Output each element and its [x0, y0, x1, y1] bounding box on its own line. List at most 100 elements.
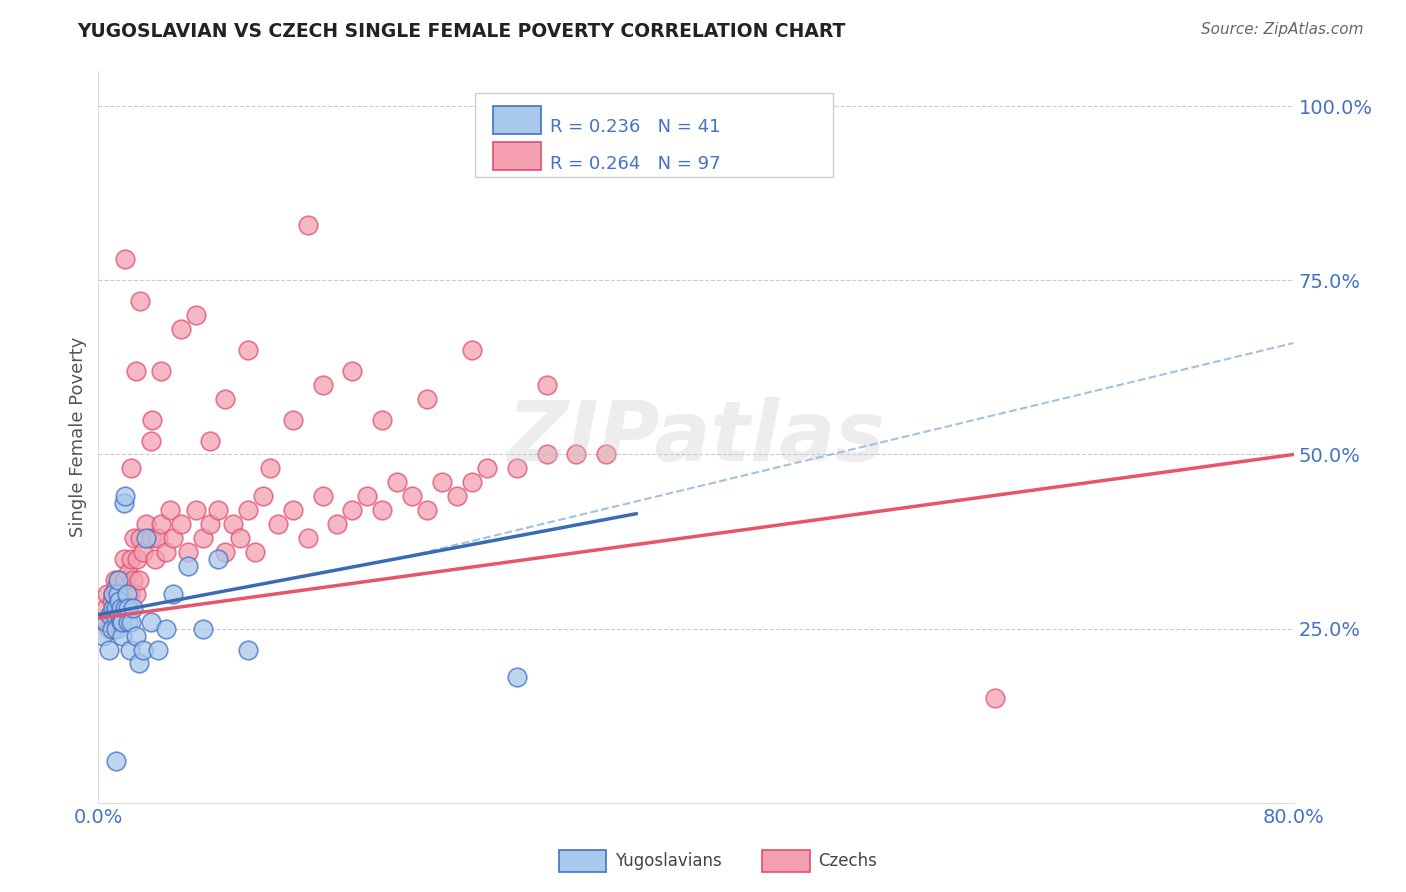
Point — [148, 642, 170, 657]
Point — [108, 594, 131, 608]
Point — [117, 566, 139, 580]
Point — [430, 475, 453, 490]
Point — [222, 517, 245, 532]
Point — [385, 475, 409, 490]
Point — [103, 587, 125, 601]
Point — [371, 503, 394, 517]
Point — [118, 642, 141, 657]
Point — [115, 587, 138, 601]
Point — [96, 587, 118, 601]
Point — [200, 517, 222, 532]
Point — [356, 489, 378, 503]
Point — [342, 364, 364, 378]
Point — [118, 587, 141, 601]
Point — [207, 503, 229, 517]
Point — [105, 600, 128, 615]
Point — [120, 461, 142, 475]
Text: YUGOSLAVIAN VS CZECH SINGLE FEMALE POVERTY CORRELATION CHART: YUGOSLAVIAN VS CZECH SINGLE FEMALE POVER… — [77, 22, 845, 41]
Point — [139, 434, 162, 448]
Point — [103, 600, 125, 615]
Point — [169, 517, 191, 532]
Point — [311, 489, 333, 503]
Point — [132, 545, 155, 559]
Point — [236, 642, 259, 657]
Point — [103, 615, 125, 629]
Point — [101, 622, 124, 636]
Point — [94, 600, 117, 615]
Point — [128, 657, 150, 671]
Point — [120, 615, 142, 629]
Point — [110, 607, 132, 622]
Point — [169, 322, 191, 336]
Point — [105, 580, 128, 594]
Point — [143, 552, 166, 566]
Point — [94, 615, 117, 629]
Point — [259, 461, 281, 475]
Point — [536, 448, 558, 462]
Point — [148, 531, 170, 545]
Point — [595, 448, 617, 462]
Point — [110, 615, 132, 629]
Point — [281, 412, 304, 426]
Point — [104, 573, 127, 587]
Point — [97, 642, 120, 657]
Text: R = 0.264   N = 97: R = 0.264 N = 97 — [550, 154, 721, 173]
Point — [98, 607, 122, 622]
Point — [371, 412, 394, 426]
Point — [108, 607, 131, 622]
Point — [416, 503, 439, 517]
Point — [129, 294, 152, 309]
Point — [103, 587, 125, 601]
Point — [111, 594, 134, 608]
Point — [107, 587, 129, 601]
Point — [297, 218, 319, 232]
Point — [184, 503, 207, 517]
Point — [108, 600, 131, 615]
Text: Yugoslavians: Yugoslavians — [614, 853, 721, 871]
Point — [401, 489, 423, 503]
Point — [229, 531, 252, 545]
Point — [107, 615, 129, 629]
Point — [115, 587, 138, 601]
Text: Source: ZipAtlas.com: Source: ZipAtlas.com — [1201, 22, 1364, 37]
FancyBboxPatch shape — [494, 106, 541, 134]
Y-axis label: Single Female Poverty: Single Female Poverty — [69, 337, 87, 537]
Point — [107, 587, 129, 601]
Point — [214, 392, 236, 406]
Point — [111, 629, 134, 643]
Point — [139, 531, 162, 545]
Point — [112, 552, 135, 566]
Point — [159, 503, 181, 517]
Point — [125, 364, 148, 378]
Point — [461, 343, 484, 357]
Point — [446, 489, 468, 503]
Point — [214, 545, 236, 559]
Point — [536, 377, 558, 392]
Point — [461, 475, 484, 490]
Point — [565, 448, 588, 462]
Point — [114, 600, 136, 615]
Point — [342, 503, 364, 517]
Point — [236, 343, 259, 357]
Point — [125, 587, 148, 601]
Point — [91, 615, 114, 629]
Point — [416, 392, 439, 406]
Point — [98, 607, 122, 622]
Point — [114, 600, 136, 615]
Point — [127, 552, 149, 566]
FancyBboxPatch shape — [475, 94, 834, 178]
Point — [191, 622, 214, 636]
Point — [105, 754, 128, 768]
Point — [506, 670, 529, 684]
Point — [207, 552, 229, 566]
Point — [135, 517, 157, 532]
Point — [117, 615, 139, 629]
Point — [117, 600, 139, 615]
Point — [155, 622, 177, 636]
Point — [110, 587, 132, 601]
Point — [104, 607, 127, 622]
Point — [114, 489, 136, 503]
Point — [191, 531, 214, 545]
Point — [297, 531, 319, 545]
Point — [162, 587, 184, 601]
